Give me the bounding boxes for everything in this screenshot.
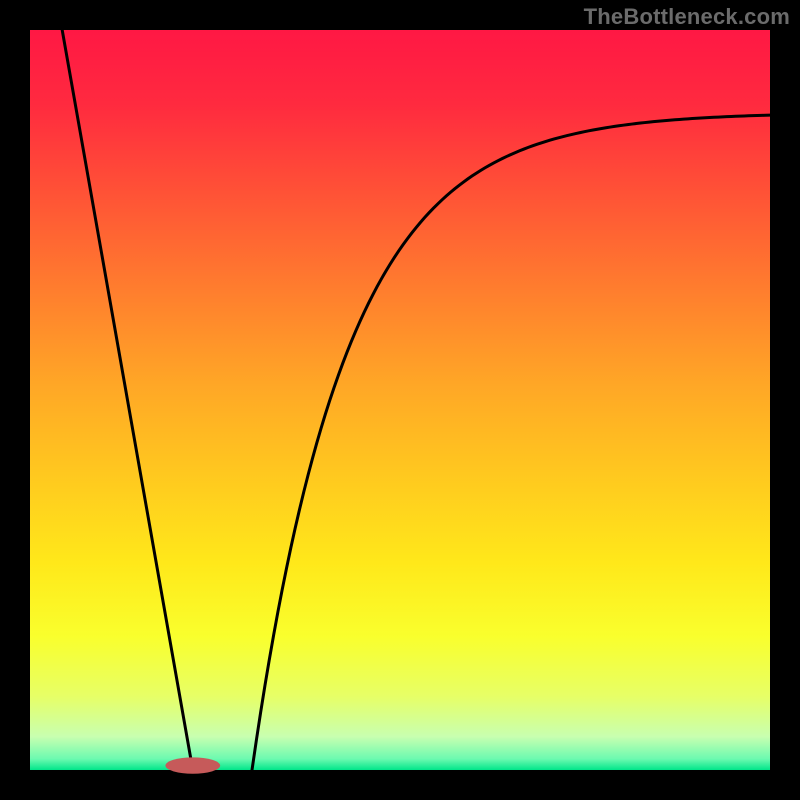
chart-svg: [0, 0, 800, 800]
watermark-text: TheBottleneck.com: [584, 4, 790, 30]
bottleneck-chart: TheBottleneck.com: [0, 0, 800, 800]
plot-area: [30, 30, 770, 770]
sweet-spot-marker: [165, 757, 220, 773]
